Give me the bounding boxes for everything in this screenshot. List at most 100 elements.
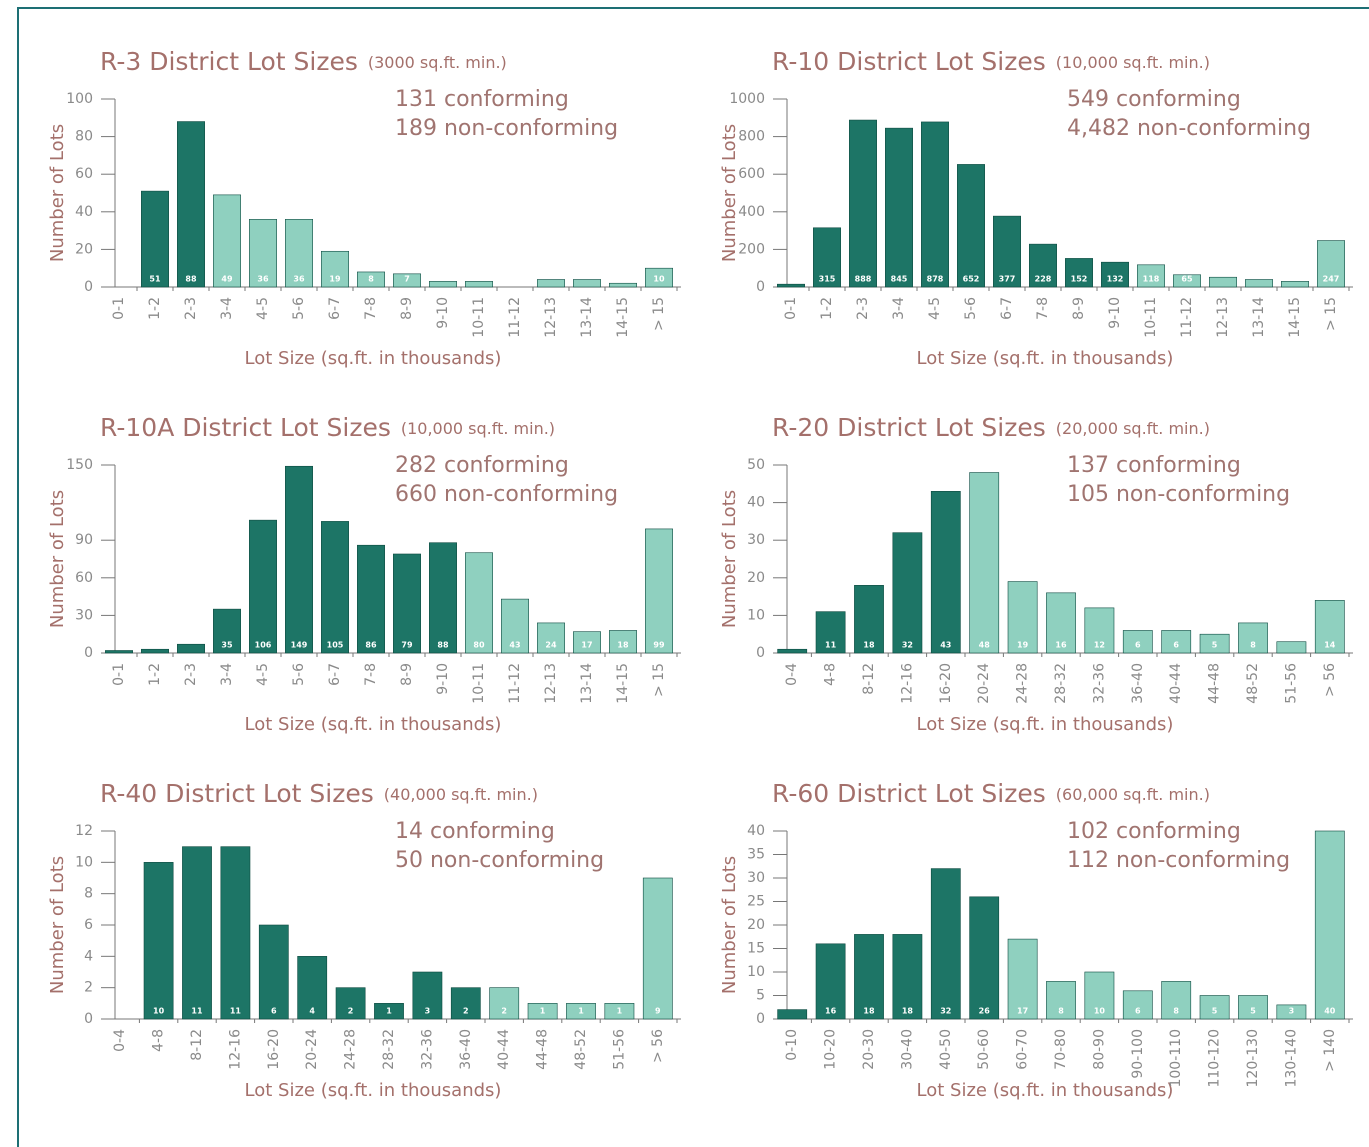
bar xyxy=(374,1003,404,1020)
x-tick-label: 5-6 xyxy=(291,663,307,686)
y-tick-label: 0 xyxy=(84,645,93,661)
bar xyxy=(1161,981,1192,1020)
data-label: 49 xyxy=(221,275,233,284)
data-label: 9 xyxy=(655,1007,661,1016)
y-tick-label: 2 xyxy=(84,980,93,996)
data-label: 2 xyxy=(463,1007,469,1016)
x-tick-label: 32-36 xyxy=(1091,663,1107,704)
data-label: 36 xyxy=(257,275,269,284)
data-label: 118 xyxy=(1143,275,1160,284)
subtitle: (40,000 sq.ft. min.) xyxy=(384,785,538,804)
y-tick-label: 4 xyxy=(84,948,93,964)
data-label: 8 xyxy=(368,275,374,284)
bar xyxy=(1137,264,1165,288)
bar xyxy=(573,279,601,288)
bar xyxy=(815,611,846,654)
data-label: 105 xyxy=(327,641,344,650)
data-label: 247 xyxy=(1323,275,1340,284)
y-tick-label: 0 xyxy=(84,279,93,295)
bar xyxy=(1281,281,1309,288)
data-label: 12 xyxy=(1094,641,1105,650)
bar xyxy=(537,279,565,288)
annotation: 282 conforming xyxy=(395,453,569,478)
y-tick-label: 30 xyxy=(747,532,765,548)
annotation: 102 conforming xyxy=(1067,819,1241,844)
title-text: R-20 District Lot Sizes xyxy=(772,413,1046,442)
x-tick-label: 12-13 xyxy=(543,663,559,704)
bar xyxy=(1084,607,1115,654)
y-tick-label: 40 xyxy=(747,495,765,511)
data-label: 18 xyxy=(863,641,875,650)
bar xyxy=(1161,630,1192,654)
bar xyxy=(357,544,385,654)
data-label: 2 xyxy=(501,1007,507,1016)
y-tick-label: 400 xyxy=(738,204,765,220)
y-tick-label: 40 xyxy=(747,823,765,839)
annotation: 4,482 non-conforming xyxy=(1067,116,1311,141)
data-label: 16 xyxy=(1055,641,1067,650)
x-tick-label: 30-40 xyxy=(899,1029,915,1070)
data-label: 16 xyxy=(825,1007,837,1016)
annotation: 112 non-conforming xyxy=(1067,848,1290,873)
data-label: 845 xyxy=(891,275,908,284)
bar xyxy=(141,190,169,288)
x-axis-title: Lot Size (sq.ft. in thousands) xyxy=(245,714,502,735)
y-tick-label: 10 xyxy=(747,964,765,980)
bar xyxy=(957,164,985,288)
bar xyxy=(177,121,205,288)
data-label: 1 xyxy=(386,1007,392,1016)
bar xyxy=(220,846,251,1020)
x-tick-label: 4-5 xyxy=(927,297,943,320)
bar xyxy=(1199,995,1230,1020)
bar xyxy=(777,648,808,654)
x-tick-label: 11-12 xyxy=(1179,297,1195,338)
data-label: 48 xyxy=(979,641,991,650)
bar xyxy=(1276,1004,1307,1020)
subtitle: (10,000 sq.ft. min.) xyxy=(1056,53,1210,72)
y-tick-label: 60 xyxy=(75,166,93,182)
y-tick-label: 0 xyxy=(84,1011,93,1027)
bar xyxy=(429,281,457,288)
data-label: 5 xyxy=(1250,1007,1256,1016)
bar xyxy=(1101,261,1129,288)
y-axis-title: Number of Lots xyxy=(719,856,740,994)
bar xyxy=(1245,279,1273,288)
x-tick-label: 3-4 xyxy=(891,297,907,320)
x-tick-label: 10-20 xyxy=(823,1029,839,1070)
bar-chart: R-10A District Lot Sizes (10,000 sq.ft. m… xyxy=(47,413,681,735)
x-axis-title: Lot Size (sq.ft. in thousands) xyxy=(245,348,502,369)
x-tick-label: 60-70 xyxy=(1015,1029,1031,1070)
x-tick-label: 130-140 xyxy=(1283,1029,1299,1088)
x-tick-label: 6-7 xyxy=(327,663,343,686)
x-tick-label: 9-10 xyxy=(435,297,451,329)
data-label: 18 xyxy=(617,641,629,650)
bar xyxy=(566,1003,596,1020)
bar xyxy=(1122,990,1153,1020)
x-tick-label: 8-9 xyxy=(1071,297,1087,320)
x-tick-label: 120-130 xyxy=(1245,1029,1261,1088)
x-tick-label: 12-13 xyxy=(1215,297,1231,338)
bar xyxy=(412,971,443,1020)
subtitle: (10,000 sq.ft. min.) xyxy=(401,419,555,438)
data-label: 2 xyxy=(348,1007,354,1016)
bar xyxy=(777,283,805,288)
data-label: 10 xyxy=(153,1007,165,1016)
x-tick-label: 40-50 xyxy=(938,1029,954,1070)
bar xyxy=(1314,830,1345,1020)
data-label: 26 xyxy=(979,1007,991,1016)
bar-chart: R-10 District Lot Sizes (10,000 sq.ft. mi… xyxy=(719,47,1353,369)
data-label: 377 xyxy=(999,275,1016,284)
y-tick-label: 6 xyxy=(84,917,93,933)
bar xyxy=(892,532,923,654)
x-axis-title: Lot Size (sq.ft. in thousands) xyxy=(917,714,1174,735)
x-tick-label: 40-44 xyxy=(496,1029,512,1070)
bar xyxy=(177,643,205,654)
x-tick-label: 14-15 xyxy=(615,297,631,338)
annotation: 137 conforming xyxy=(1067,453,1241,478)
bar xyxy=(143,862,174,1020)
x-tick-label: 90-100 xyxy=(1130,1029,1146,1079)
x-tick-label: 6-7 xyxy=(327,297,343,320)
x-tick-label: 44-48 xyxy=(1207,663,1223,704)
data-label: 1 xyxy=(540,1007,546,1016)
frame xyxy=(17,7,1369,1147)
